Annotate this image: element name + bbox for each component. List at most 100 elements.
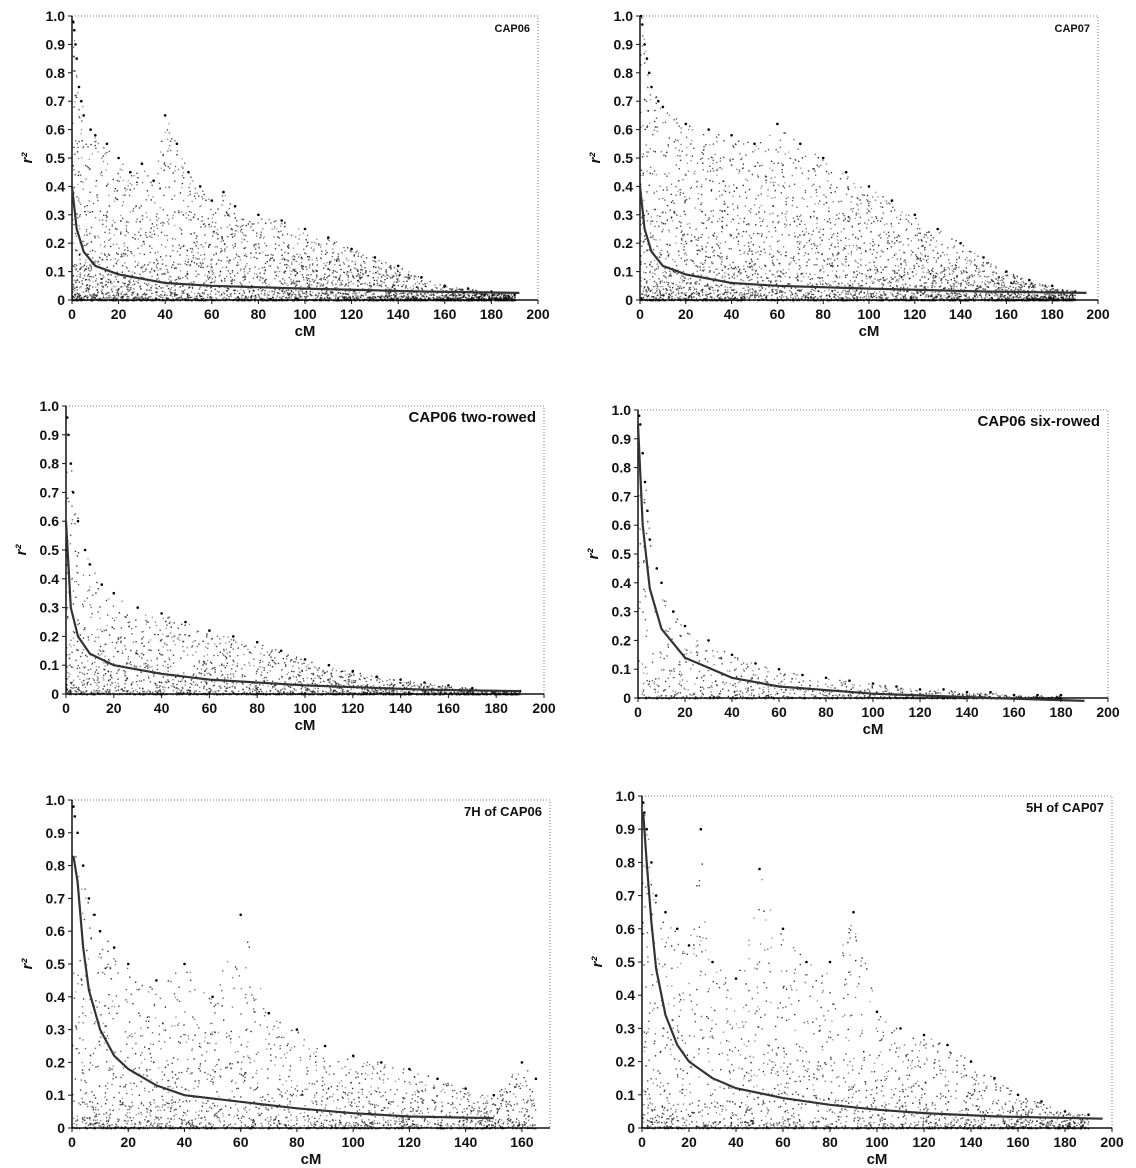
data-point <box>197 299 199 301</box>
data-point <box>343 298 345 300</box>
data-point <box>141 182 144 184</box>
data-point <box>508 297 510 299</box>
data-point <box>366 283 368 286</box>
data-point <box>269 265 272 267</box>
data-point <box>95 280 97 282</box>
data-point <box>100 281 103 284</box>
data-point <box>866 194 869 197</box>
data-point <box>208 276 211 279</box>
data-point <box>301 264 303 267</box>
data-point <box>108 298 111 300</box>
data-point <box>286 299 289 302</box>
data-point <box>669 209 671 211</box>
data-point <box>435 298 437 300</box>
data-point <box>156 274 159 276</box>
data-point <box>78 295 81 297</box>
data-point <box>642 172 645 174</box>
data-point <box>101 258 104 261</box>
data-point <box>344 285 346 287</box>
data-point <box>198 294 201 297</box>
data-point <box>299 296 301 298</box>
data-point <box>349 287 351 290</box>
data-point <box>855 299 857 301</box>
data-point <box>87 267 90 269</box>
data-point <box>509 298 512 301</box>
data-point <box>327 294 329 297</box>
data-point <box>941 297 943 299</box>
x-tick-label: 0 <box>68 306 76 322</box>
data-point <box>648 184 650 186</box>
data-point <box>90 295 92 297</box>
data-point <box>732 299 734 301</box>
data-point <box>377 277 379 279</box>
data-point <box>208 246 210 248</box>
data-point <box>822 279 824 282</box>
data-point <box>152 179 155 182</box>
data-point <box>409 277 411 279</box>
data-point <box>76 279 79 281</box>
data-point <box>256 276 258 279</box>
data-point <box>701 288 704 290</box>
data-point <box>454 300 456 302</box>
data-point <box>497 294 499 296</box>
data-point <box>387 297 390 300</box>
data-point <box>479 293 481 295</box>
data-point <box>892 287 894 289</box>
data-point <box>101 285 103 287</box>
data-point <box>642 35 644 37</box>
data-point <box>804 245 806 247</box>
data-point <box>175 299 177 301</box>
data-point <box>329 291 332 293</box>
data-point <box>708 271 711 273</box>
data-point <box>311 259 313 261</box>
data-point <box>458 297 461 299</box>
data-point <box>364 282 367 284</box>
data-point <box>401 299 404 301</box>
data-point <box>716 295 718 297</box>
data-point <box>833 259 836 261</box>
data-point <box>689 283 691 285</box>
data-point <box>220 240 222 243</box>
data-point <box>346 247 349 249</box>
data-point <box>104 153 106 155</box>
data-point <box>737 214 739 217</box>
data-point <box>261 282 264 284</box>
data-point <box>73 279 75 282</box>
data-point <box>186 249 189 251</box>
data-point <box>226 290 228 292</box>
data-point <box>127 299 130 302</box>
data-point <box>124 262 126 264</box>
data-point <box>282 299 284 301</box>
data-point <box>79 272 82 274</box>
data-point <box>118 180 120 182</box>
data-point <box>158 299 161 302</box>
data-point <box>462 288 464 291</box>
data-point <box>120 292 122 294</box>
data-point <box>287 252 289 254</box>
data-point <box>1059 298 1061 300</box>
data-point <box>234 245 236 247</box>
data-point <box>969 299 972 301</box>
data-point <box>174 285 176 287</box>
data-point <box>167 297 170 300</box>
data-point <box>730 286 732 288</box>
data-point <box>438 296 440 299</box>
data-point <box>182 277 184 279</box>
data-point <box>643 235 646 237</box>
data-point <box>206 276 209 278</box>
data-point <box>141 245 143 247</box>
data-point <box>866 223 868 225</box>
data-point <box>154 297 157 299</box>
data-point <box>347 285 350 287</box>
data-point <box>241 232 244 234</box>
data-point <box>809 216 812 218</box>
data-point <box>213 232 215 234</box>
data-point <box>222 291 225 294</box>
data-point <box>333 276 335 278</box>
data-point <box>91 298 94 300</box>
data-point <box>694 236 696 238</box>
data-point <box>159 268 161 270</box>
data-point <box>505 297 508 299</box>
data-point <box>243 300 245 302</box>
data-point <box>116 263 118 265</box>
